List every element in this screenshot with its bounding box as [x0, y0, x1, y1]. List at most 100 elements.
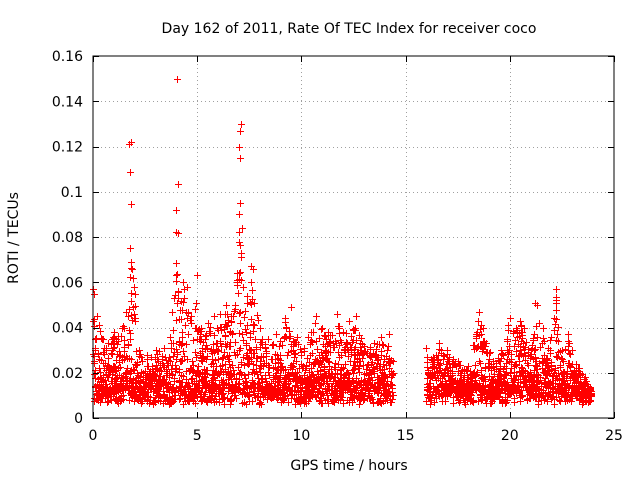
data-point: [336, 330, 343, 337]
data-point: [180, 348, 187, 355]
data-point: [174, 76, 181, 83]
data-point: [423, 345, 430, 352]
data-point: [517, 318, 524, 325]
data-point: [477, 326, 484, 333]
data-point: [114, 341, 121, 348]
data-point: [195, 363, 202, 370]
data-point: [217, 311, 224, 318]
x-tick-label: 15: [397, 428, 415, 444]
data-point: [194, 272, 201, 279]
x-tick-label: 5: [193, 428, 202, 444]
data-point: [516, 358, 523, 365]
data-point: [237, 200, 244, 207]
data-point: [553, 307, 560, 314]
data-point: [193, 300, 200, 307]
data-point: [487, 349, 494, 356]
data-point: [505, 322, 512, 329]
data-point: [384, 347, 391, 354]
data-point: [316, 335, 323, 342]
data-point: [523, 339, 530, 346]
data-point: [322, 333, 329, 340]
data-point: [237, 242, 244, 249]
data-point: [249, 398, 256, 405]
data-point: [262, 375, 269, 382]
data-point: [180, 279, 187, 286]
data-point: [173, 260, 180, 267]
data-point: [131, 284, 138, 291]
data-point: [540, 325, 547, 332]
data-point: [127, 330, 134, 337]
data-point: [340, 329, 347, 336]
data-point: [534, 334, 541, 341]
data-point: [127, 274, 134, 281]
data-point: [334, 311, 341, 318]
data-point: [262, 344, 269, 351]
data-points: [90, 76, 595, 408]
data-point: [128, 290, 135, 297]
data-point: [356, 401, 363, 408]
data-point: [249, 287, 256, 294]
data-point: [127, 169, 134, 176]
data-point: [531, 331, 538, 338]
data-point: [475, 318, 482, 325]
data-point: [183, 341, 190, 348]
data-point: [318, 326, 325, 333]
data-point: [371, 340, 378, 347]
y-tick-label: 0.04: [52, 321, 83, 337]
data-point: [179, 329, 186, 336]
data-point: [263, 353, 270, 360]
data-point: [96, 322, 103, 329]
data-point: [91, 291, 98, 298]
data-point: [554, 331, 561, 338]
data-point: [286, 328, 293, 335]
data-point: [232, 302, 239, 309]
data-point: [553, 294, 560, 301]
data-point: [255, 317, 262, 324]
data-point: [517, 347, 524, 354]
x-tick-label: 0: [89, 428, 98, 444]
data-point: [236, 330, 243, 337]
x-axis-label: GPS time / hours: [290, 458, 407, 474]
data-point: [128, 265, 135, 272]
data-point: [555, 324, 562, 331]
data-point: [238, 254, 245, 261]
data-point: [166, 354, 173, 361]
roti-chart: Day 162 of 2011, Rate Of TEC Index for r…: [0, 0, 640, 480]
data-point: [244, 293, 251, 300]
data-point: [133, 348, 140, 355]
data-point: [127, 245, 134, 252]
data-point: [553, 300, 560, 307]
y-tick-label: 0.12: [52, 140, 83, 156]
data-point: [251, 322, 258, 329]
data-point: [314, 346, 321, 353]
data-point: [236, 144, 243, 151]
data-point: [482, 364, 489, 371]
y-tick-label: 0.1: [61, 185, 83, 201]
y-tick-label: 0: [74, 411, 83, 427]
data-point: [553, 286, 560, 293]
data-point: [242, 308, 249, 315]
data-point: [389, 371, 396, 378]
y-tick-label: 0.02: [52, 366, 83, 382]
data-point: [284, 352, 291, 359]
x-tick-label: 25: [605, 428, 623, 444]
data-point: [282, 315, 289, 322]
data-point: [343, 330, 350, 337]
data-point: [176, 396, 183, 403]
data-point: [173, 317, 180, 324]
data-point: [185, 331, 192, 338]
data-point: [236, 239, 243, 246]
data-point: [237, 128, 244, 135]
data-point: [129, 266, 136, 273]
data-point: [175, 181, 182, 188]
data-point: [192, 349, 199, 356]
data-point: [378, 334, 385, 341]
data-point: [319, 325, 326, 332]
data-point: [288, 304, 295, 311]
data-point: [379, 341, 386, 348]
data-point: [188, 320, 195, 327]
data-point: [94, 313, 101, 320]
data-point: [239, 225, 246, 232]
data-point: [566, 350, 573, 357]
data-point: [551, 401, 558, 408]
